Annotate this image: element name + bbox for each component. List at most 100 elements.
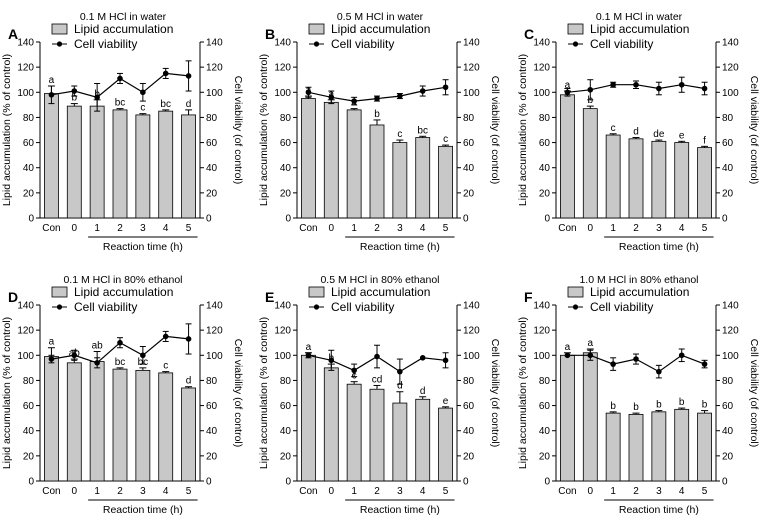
y-axis-label-right: Cell viability (of control) [232,76,244,185]
significance-letter: f [703,135,706,146]
y-axis-label-right: Cell viability (of control) [748,76,760,185]
bar [560,94,575,219]
y-tick-label-right: 60 [463,401,475,412]
x-tick-label: 5 [443,223,449,234]
x-tick-label: 1 [351,223,357,234]
viability-point [633,81,639,88]
x-tick-label: Con [299,223,317,234]
x-tick-label: 4 [679,223,685,234]
significance-letter: a [49,337,55,348]
bar [135,369,151,482]
significance-letter: d [420,386,426,397]
x-tick-label: 1 [94,486,100,497]
bar [697,412,712,482]
x-tick-label: 1 [610,486,616,497]
significance-letter: c [163,361,168,372]
x-tick-label: 2 [374,223,380,234]
y-tick-label-left: 0 [28,477,34,488]
legend-bar-swatch [308,286,325,298]
viability-point [185,73,192,79]
significance-letter: a [49,75,55,86]
legend-line-marker [572,304,579,310]
y-tick-label-left: 140 [533,301,550,312]
y-tick-label-right: 0 [722,214,728,225]
viability-point [185,336,192,342]
y-axis-label-right: Cell viability (of control) [748,339,760,448]
y-tick-label-left: 140 [533,38,550,49]
viability-point [564,89,571,96]
bar [158,372,174,482]
viability-point [442,357,449,364]
y-tick-label-left: 0 [285,214,291,225]
viability-point [71,88,78,94]
y-tick-label-left: 20 [280,451,292,462]
x-tick-label: 1 [351,486,357,497]
y-tick-label-left: 140 [274,301,291,312]
viability-point [419,88,426,94]
significance-letter: a [588,338,594,349]
y-axis-label-left: Lipid accumulation (% of control) [1,54,13,206]
significance-letter: bc [417,125,428,136]
y-tick-label-right: 120 [722,63,739,74]
legend-bar-label: Lipid accumulation [74,22,173,36]
significance-letter: bc [115,98,126,109]
x-tick-label: 0 [72,223,78,234]
significance-letter: b [610,401,616,412]
panel-letter: D [8,289,18,305]
legend-line-marker [572,41,579,47]
significance-letter: bc [160,99,171,110]
legend-bar-label: Lipid accumulation [590,285,689,299]
x-tick-label: 3 [656,223,662,234]
x-tick-label: Con [299,486,317,497]
x-tick-label: 2 [633,486,639,497]
y-tick-label-right: 120 [722,326,739,337]
y-tick-label-left: 120 [17,326,34,337]
significance-letter: c [140,103,145,114]
viability-point [701,361,708,367]
x-tick-label: Con [558,223,576,234]
x-axis-label: Reaction time (h) [619,504,699,516]
y-tick-label-right: 60 [463,138,475,149]
significance-letter: b [679,397,685,408]
x-axis-label: Reaction time (h) [360,504,440,516]
viability-point [678,352,685,359]
legend-line-label: Cell viability [590,37,653,51]
x-tick-label: 0 [329,223,335,234]
panel-letter: B [265,26,275,42]
bar [674,408,690,482]
viability-point [351,367,357,374]
bar [392,402,408,482]
y-tick-label-right: 0 [206,477,212,488]
y-tick-label-right: 0 [722,477,728,488]
bar [181,114,196,219]
bar [369,124,385,219]
panel-title: 0.1 M HCl in 80% ethanol [63,274,182,286]
viability-point [140,89,146,96]
x-tick-label: 1 [610,223,616,234]
y-tick-label-left: 80 [539,376,551,387]
legend-bar-swatch [567,286,584,298]
y-tick-label-left: 40 [23,426,35,437]
panel-letter: E [265,289,274,305]
y-tick-label-left: 60 [280,401,292,412]
significance-letter: b [72,93,78,104]
y-tick-label-right: 80 [722,376,734,387]
viability-point [656,85,662,92]
y-tick-label-left: 100 [17,88,34,99]
x-tick-label: 3 [140,223,146,234]
y-tick-label-right: 20 [206,188,218,199]
viability-point [564,352,571,359]
viability-point [701,85,708,92]
panel-letter: F [524,289,533,305]
y-tick-label-left: 60 [280,138,292,149]
bar [369,388,385,482]
x-tick-label: 5 [186,223,192,234]
y-tick-label-left: 80 [23,113,35,124]
y-axis-label-right: Cell viability (of control) [232,339,244,448]
y-tick-label-left: 100 [274,88,291,99]
legend-bar-label: Lipid accumulation [74,285,173,299]
bar [66,105,82,219]
y-tick-label-right: 80 [206,376,218,387]
